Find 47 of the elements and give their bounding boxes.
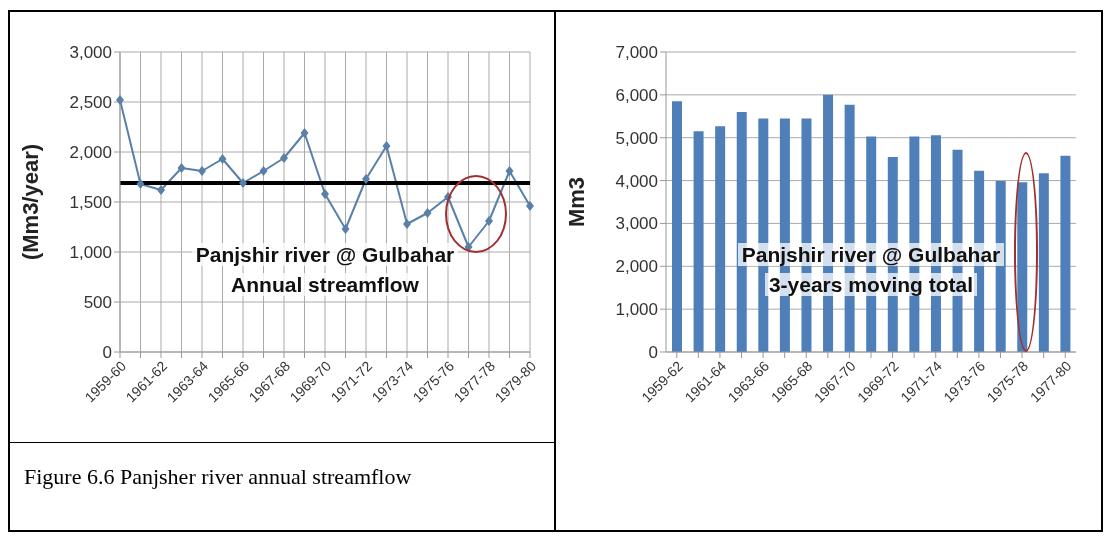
caption: Figure 6.6 Panjsher river annual streamflow [24, 464, 412, 490]
text: 3-years moving total [764, 273, 978, 296]
point [157, 185, 165, 195]
point [403, 219, 411, 229]
bar [715, 126, 726, 352]
y-tick-label: 1,000 [615, 300, 658, 320]
point [116, 95, 124, 105]
bar [693, 131, 704, 352]
point [136, 179, 145, 189]
text: Annual streamflow [227, 273, 423, 296]
point [177, 163, 186, 173]
y-tick-label: 500 [83, 293, 112, 312]
point [198, 166, 206, 176]
y-tick-label: 2,000 [69, 143, 112, 162]
y-tick-label: 1,500 [69, 193, 112, 212]
point [485, 216, 493, 226]
y-tick-label: 1,000 [69, 243, 112, 262]
y-tick-label: 7,000 [615, 43, 658, 62]
point [526, 201, 534, 211]
bar [672, 101, 682, 352]
y-tick-label: 0 [102, 343, 112, 362]
y-axis-title: (Mm3/year) [17, 143, 43, 261]
point [321, 189, 329, 199]
y-tick-label: 2,500 [69, 93, 112, 112]
y-axis-title: Mm3 [563, 176, 589, 228]
text: Panjshir river @ Gulbahar [191, 243, 459, 266]
y-tick-label: 0 [648, 343, 658, 362]
point [300, 128, 309, 138]
y-tick-label: 3,000 [615, 214, 658, 234]
point [505, 166, 514, 176]
point [341, 224, 350, 234]
y-tick-label: 4,000 [615, 171, 658, 191]
point [239, 178, 247, 188]
y-tick-label: 5,000 [615, 128, 658, 148]
point [280, 153, 288, 163]
bar [1017, 182, 1028, 352]
y-tick-label: 2,000 [615, 257, 658, 277]
bar [1060, 155, 1071, 352]
point [382, 141, 391, 151]
bar [1038, 173, 1049, 352]
point [423, 208, 432, 218]
y-tick-label: 6,000 [615, 85, 658, 105]
y-tick-label: 3,000 [69, 43, 112, 62]
text: Panjshir river @ Gulbahar [737, 243, 1005, 266]
point [362, 174, 370, 184]
point [259, 166, 268, 176]
point [218, 154, 227, 164]
